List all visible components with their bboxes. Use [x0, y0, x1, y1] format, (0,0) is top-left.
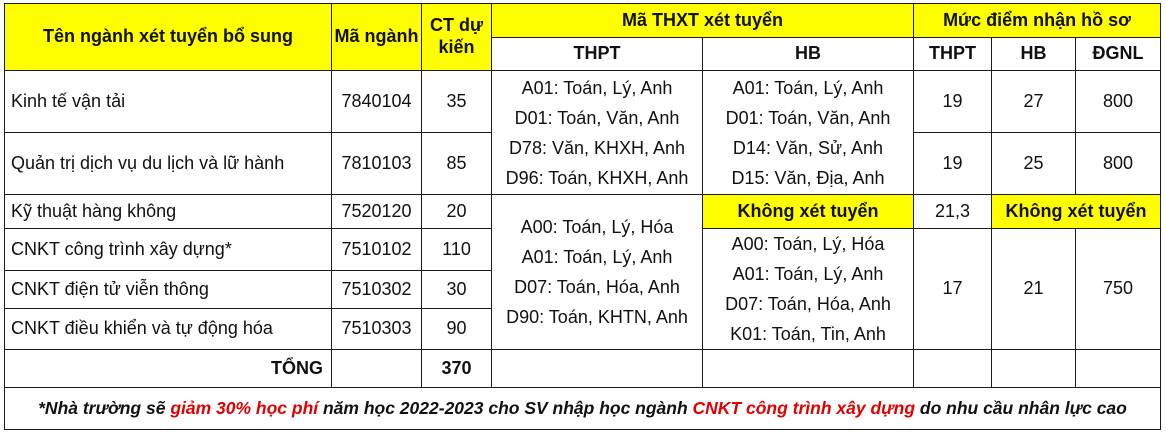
major-quota: 90 [421, 308, 492, 350]
admission-table-wrapper: Tên ngành xét tuyển bổ sung Mã ngành CT … [4, 3, 1161, 430]
combo-item: D07: Toán, Hóa, Anh [514, 277, 680, 297]
major-name: Kỹ thuật hàng không [4, 194, 332, 229]
score-dgnl: 750 [1075, 228, 1161, 350]
header-score-dgnl: ĐGNL [1075, 37, 1161, 71]
combo-item: D01: Toán, Văn, Anh [725, 107, 891, 128]
total-row: TỔNG 370 [4, 349, 1161, 388]
major-quota: 20 [421, 194, 492, 229]
header-row-1: Tên ngành xét tuyển bổ sung Mã ngành CT … [4, 3, 1161, 71]
major-name: CNKT điều khiển và tự động hóa [4, 308, 332, 350]
table-row: CNKT điều khiển và tự động hóa 7510303 9… [4, 308, 1161, 350]
combo-item: A01: Toán, Lý, Anh [732, 77, 884, 98]
combo-item: D15: Văn, Địa, Anh [731, 167, 885, 188]
total-empty-cell [491, 349, 703, 388]
major-quota: 35 [421, 70, 492, 133]
header-score-hb: HB [991, 37, 1076, 71]
major-name: Kinh tế vận tải [4, 70, 332, 133]
note-highlight-major: CNKT công trình xây dựng [692, 398, 916, 418]
header-score-group: Mức điểm nhận hồ sơ [913, 3, 1161, 38]
table-row: Quản trị dịch vụ du lịch và lữ hành 7810… [4, 132, 1161, 195]
combo-item: A00: Toán, Lý, Hóa [520, 217, 674, 237]
header-row-2: THPT HB THPT HB ĐGNL [5, 37, 1161, 71]
combo-hb-cell-b: A00: Toán, Lý, Hóa A01: Toán, Lý, Anh D0… [702, 228, 914, 350]
major-name: CNKT công trình xây dựng* [4, 228, 332, 271]
note-text: *Nhà trường sẽ [38, 398, 171, 418]
major-name: CNKT điện tử viễn thông [4, 269, 332, 310]
total-label: TỔNG [4, 349, 332, 388]
note-text: năm học 2022-2023 cho SV nhập học ngành [318, 398, 693, 418]
score-thpt: 19 [913, 132, 992, 195]
score-hb: 21 [991, 228, 1076, 350]
combo-item: D14: Văn, Sử, Anh [732, 137, 884, 158]
combo-item: A00: Toán, Lý, Hóa [731, 234, 885, 254]
score-hb: 25 [991, 132, 1076, 195]
header-score-thpt: THPT [913, 37, 992, 71]
combo-item: A01: Toán, Lý, Anh [521, 247, 673, 267]
header-code: Mã ngành [331, 3, 422, 71]
score-dgnl: 800 [1075, 70, 1161, 133]
major-code: 7510303 [331, 308, 422, 350]
combo-item: D90: Toán, KHTN, Anh [506, 307, 688, 327]
major-code: 7510102 [331, 228, 422, 271]
table-row: Kinh tế vận tải 7840104 35 A01: Toán, Lý… [4, 70, 1161, 195]
combo-item: D07: Toán, Hóa, Anh [725, 294, 891, 314]
major-code: 7510302 [331, 269, 422, 310]
scores-not-admitted: Không xét tuyển [991, 194, 1161, 229]
tuition-note: *Nhà trường sẽ giảm 30% học phí năm học … [4, 387, 1161, 430]
note-highlight-discount: giảm 30% học phí [170, 398, 319, 418]
combo-thpt-cell-a: A01: Toán, Lý, Anh D01: Toán, Văn, Anh D… [491, 70, 703, 195]
total-code-empty [331, 349, 422, 388]
major-name: Quản trị dịch vụ du lịch và lữ hành [4, 132, 332, 195]
combo-item: D96: Toán, KHXH, Anh [505, 167, 689, 188]
major-quota: 30 [421, 269, 492, 310]
header-combo-group: Mã THXT xét tuyển [491, 3, 914, 38]
major-quota: 110 [421, 228, 492, 271]
combo-item: A01: Toán, Lý, Anh [521, 77, 673, 98]
major-quota: 85 [421, 132, 492, 195]
major-code: 7520120 [331, 194, 422, 229]
total-empty-cell [1075, 349, 1161, 388]
header-name: Tên ngành xét tuyển bổ sung [4, 3, 332, 71]
header-quota: CT dự kiến [421, 3, 492, 71]
total-empty-cell [991, 349, 1076, 388]
score-dgnl: 800 [1075, 132, 1161, 195]
score-thpt: 19 [913, 70, 992, 133]
note-row: *Nhà trường sẽ giảm 30% học phí năm học … [4, 387, 1161, 430]
combo-item: K01: Toán, Tin, Anh [730, 324, 886, 344]
combo-item: A01: Toán, Lý, Anh [732, 264, 884, 284]
total-empty-cell [702, 349, 914, 388]
admission-table: Tên ngành xét tuyển bổ sung Mã ngành CT … [4, 3, 1161, 430]
combo-item: D01: Toán, Văn, Anh [514, 107, 680, 128]
header-combo-thpt: THPT [491, 37, 703, 71]
combo-hb-cell-a: A01: Toán, Lý, Anh D01: Toán, Văn, Anh D… [702, 70, 914, 195]
table-row: Kỹ thuật hàng không 7520120 20 A00: Toán… [4, 194, 1161, 350]
score-thpt: 17 [913, 228, 992, 350]
hb-not-admitted: Không xét tuyển [702, 194, 914, 229]
combo-item: D78: Văn, KHXH, Anh [508, 137, 686, 158]
note-text: do nhu cầu nhân lực cao [915, 398, 1127, 418]
total-quota: 370 [421, 349, 492, 388]
total-empty-cell [913, 349, 992, 388]
major-code: 7810103 [331, 132, 422, 195]
score-thpt: 21,3 [913, 194, 992, 229]
score-hb: 27 [991, 70, 1076, 133]
major-code: 7840104 [331, 70, 422, 133]
combo-thpt-cell-b: A00: Toán, Lý, Hóa A01: Toán, Lý, Anh D0… [491, 194, 703, 350]
header-combo-hb: HB [702, 37, 914, 71]
table-row: CNKT công trình xây dựng* 7510102 110 A0… [4, 228, 1161, 350]
